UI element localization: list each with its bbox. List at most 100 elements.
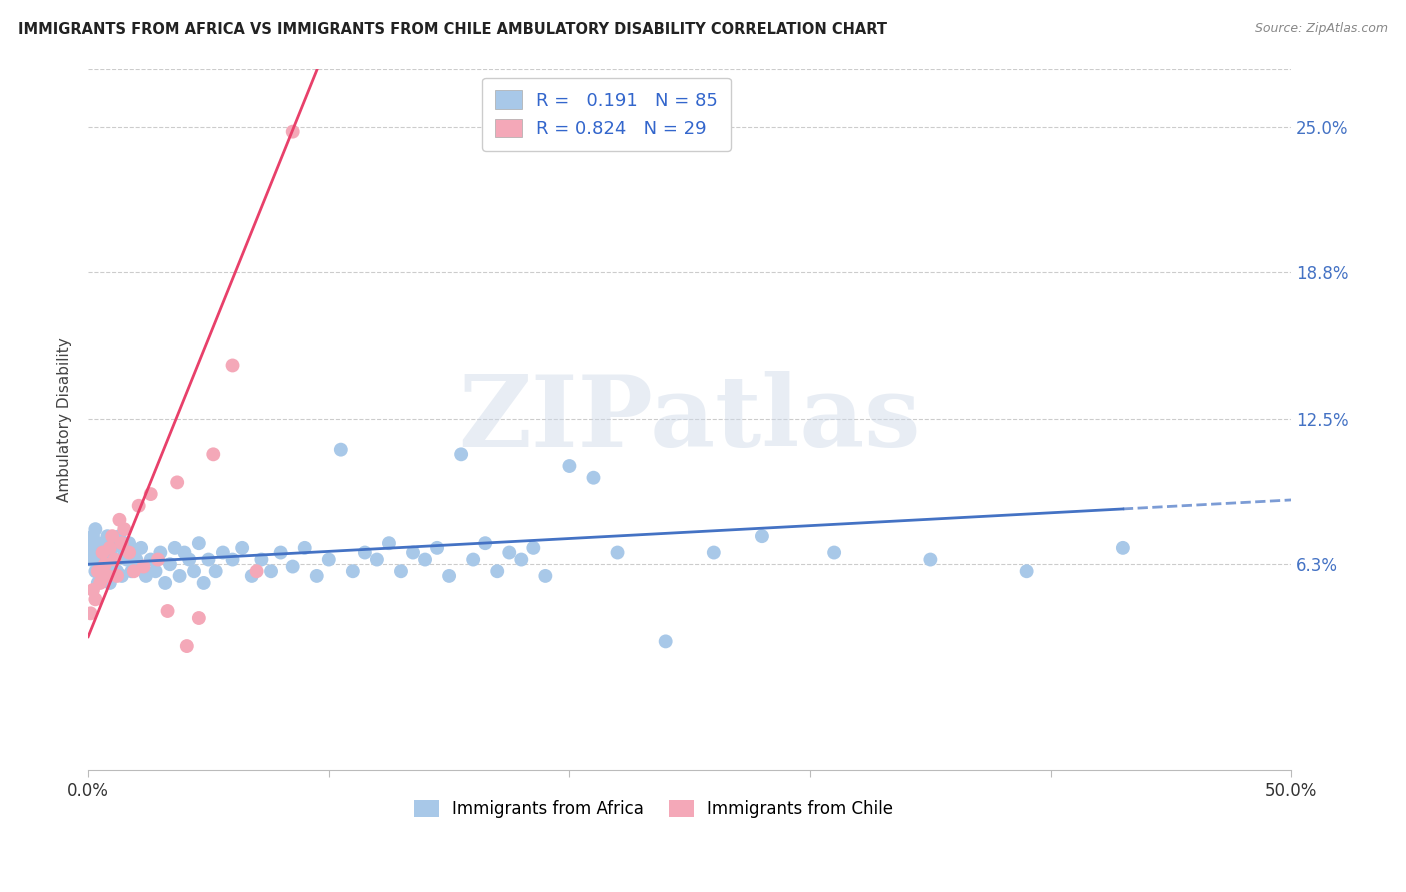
Point bbox=[920, 552, 942, 566]
Point bbox=[87, 541, 110, 555]
Point bbox=[145, 564, 167, 578]
Point bbox=[823, 545, 845, 559]
Point bbox=[176, 639, 198, 653]
Point bbox=[305, 569, 328, 583]
Y-axis label: Ambulatory Disability: Ambulatory Disability bbox=[58, 337, 72, 501]
Point bbox=[82, 529, 104, 543]
Point bbox=[558, 458, 581, 473]
Point bbox=[115, 552, 138, 566]
Point bbox=[378, 536, 401, 550]
Point bbox=[179, 552, 201, 566]
Point bbox=[94, 541, 117, 555]
Point bbox=[84, 592, 107, 607]
Point bbox=[89, 545, 111, 559]
Point bbox=[125, 552, 148, 566]
Point bbox=[132, 559, 155, 574]
Point bbox=[91, 545, 114, 559]
Point bbox=[163, 541, 186, 555]
Point bbox=[534, 569, 557, 583]
Point bbox=[582, 471, 605, 485]
Point bbox=[498, 545, 520, 559]
Point bbox=[751, 529, 773, 543]
Point bbox=[1015, 564, 1038, 578]
Point bbox=[98, 576, 121, 591]
Point bbox=[94, 558, 117, 572]
Point bbox=[260, 564, 283, 578]
Point bbox=[389, 564, 412, 578]
Point bbox=[118, 545, 141, 559]
Point bbox=[202, 447, 225, 461]
Point bbox=[89, 558, 111, 572]
Point bbox=[82, 545, 104, 559]
Legend: Immigrants from Africa, Immigrants from Chile: Immigrants from Africa, Immigrants from … bbox=[408, 793, 900, 825]
Point bbox=[108, 513, 131, 527]
Point bbox=[402, 545, 425, 559]
Point bbox=[79, 607, 101, 621]
Point bbox=[108, 529, 131, 543]
Point bbox=[96, 529, 118, 543]
Point bbox=[104, 552, 127, 566]
Point bbox=[606, 545, 628, 559]
Point bbox=[91, 569, 114, 583]
Point bbox=[104, 552, 127, 566]
Point bbox=[139, 487, 162, 501]
Point bbox=[246, 564, 269, 578]
Point bbox=[153, 576, 176, 591]
Point bbox=[654, 634, 676, 648]
Point bbox=[169, 569, 191, 583]
Point bbox=[79, 536, 101, 550]
Point bbox=[101, 559, 124, 574]
Point bbox=[96, 564, 118, 578]
Point bbox=[111, 569, 134, 583]
Point bbox=[156, 604, 179, 618]
Point bbox=[197, 552, 219, 566]
Text: ZIPatlas: ZIPatlas bbox=[458, 371, 921, 467]
Point bbox=[96, 569, 118, 583]
Point bbox=[1112, 541, 1135, 555]
Point bbox=[294, 541, 316, 555]
Point bbox=[94, 552, 117, 566]
Point bbox=[111, 536, 134, 550]
Point bbox=[474, 536, 496, 550]
Point bbox=[118, 536, 141, 550]
Point bbox=[112, 522, 135, 536]
Point bbox=[173, 545, 195, 559]
Point bbox=[146, 552, 169, 566]
Point bbox=[129, 541, 152, 555]
Point bbox=[135, 569, 157, 583]
Point bbox=[87, 564, 110, 578]
Point bbox=[101, 529, 124, 543]
Point bbox=[240, 569, 263, 583]
Point bbox=[79, 552, 101, 566]
Point bbox=[187, 536, 209, 550]
Point bbox=[82, 582, 104, 597]
Point bbox=[183, 564, 205, 578]
Point bbox=[221, 552, 243, 566]
Point bbox=[212, 545, 235, 559]
Point bbox=[318, 552, 340, 566]
Point bbox=[84, 522, 107, 536]
Point bbox=[122, 545, 145, 559]
Point bbox=[354, 545, 377, 559]
Text: IMMIGRANTS FROM AFRICA VS IMMIGRANTS FROM CHILE AMBULATORY DISABILITY CORRELATIO: IMMIGRANTS FROM AFRICA VS IMMIGRANTS FRO… bbox=[18, 22, 887, 37]
Point bbox=[463, 552, 485, 566]
Point bbox=[91, 536, 114, 550]
Point bbox=[281, 559, 304, 574]
Point bbox=[221, 359, 243, 373]
Point bbox=[87, 576, 110, 591]
Point bbox=[122, 564, 145, 578]
Point bbox=[159, 558, 181, 572]
Point bbox=[187, 611, 209, 625]
Point bbox=[149, 545, 172, 559]
Point bbox=[281, 125, 304, 139]
Point bbox=[510, 552, 533, 566]
Point bbox=[270, 545, 292, 559]
Point bbox=[450, 447, 472, 461]
Point bbox=[329, 442, 352, 457]
Point bbox=[128, 499, 150, 513]
Point bbox=[105, 569, 128, 583]
Point bbox=[522, 541, 544, 555]
Point bbox=[342, 564, 364, 578]
Point bbox=[166, 475, 188, 490]
Point bbox=[437, 569, 460, 583]
